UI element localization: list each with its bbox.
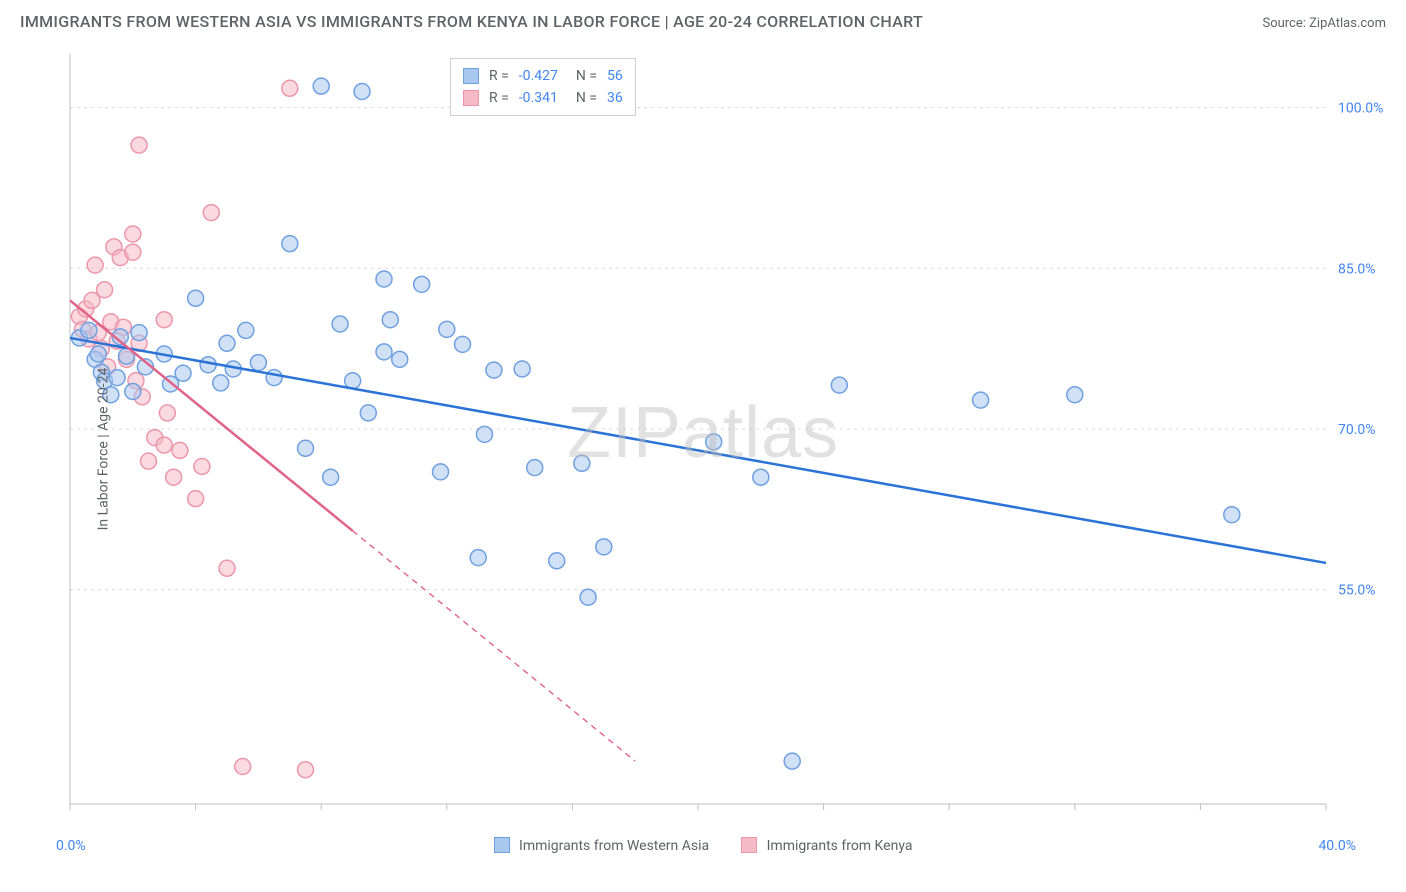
legend-item-western-asia: Immigrants from Western Asia [494,837,710,854]
source-text: Source: ZipAtlas.com [1262,16,1386,31]
svg-text:70.0%: 70.0% [1338,422,1376,438]
x-axis-start-label: 0.0% [56,838,86,854]
scatter-chart: 55.0% 70.0% 85.0% 100.0% [20,44,1386,854]
legend-swatch-icon [494,837,510,853]
svg-text:55.0%: 55.0% [1338,583,1376,599]
legend-label: Immigrants from Kenya [767,838,913,854]
svg-text:85.0%: 85.0% [1338,261,1376,277]
page-title: IMMIGRANTS FROM WESTERN ASIA VS IMMIGRAN… [20,12,923,31]
chart-container: In Labor Force | Age 20-24 55.0% 70.0% 85.… [20,44,1386,854]
correlation-row: R =-0.341N =36 [463,87,623,109]
legend-label: Immigrants from Western Asia [519,838,709,854]
legend-bottom: 0.0% Immigrants from Western Asia Immigr… [20,837,1386,854]
x-axis-end-label: 40.0% [1318,838,1356,854]
y-axis-label: In Labor Force | Age 20-24 [95,368,111,531]
title-bar: IMMIGRANTS FROM WESTERN ASIA VS IMMIGRAN… [0,0,1406,39]
correlation-legend: R =-0.427N =56R =-0.341N =36 [450,58,636,116]
legend-item-kenya: Immigrants from Kenya [741,837,912,854]
svg-text:100.0%: 100.0% [1338,101,1383,117]
correlation-row: R =-0.427N =56 [463,65,623,87]
legend-swatch-icon [741,837,757,853]
